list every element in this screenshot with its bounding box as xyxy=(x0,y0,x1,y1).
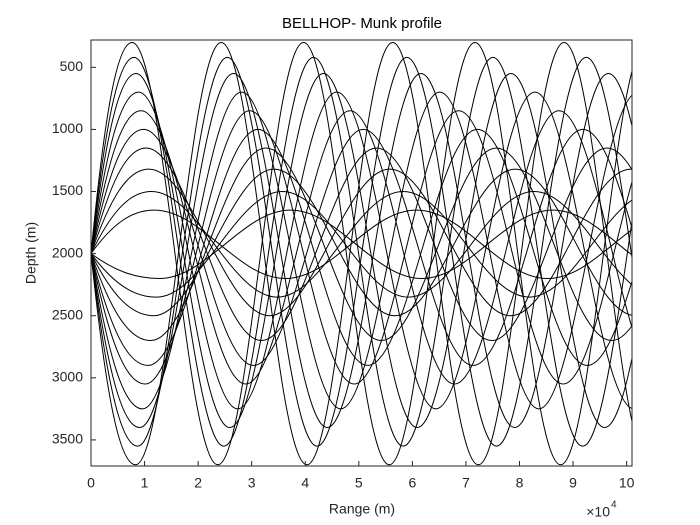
x-tick-label: 7 xyxy=(462,475,470,491)
x-tick-label: 3 xyxy=(248,475,256,491)
ray xyxy=(91,91,632,410)
ray xyxy=(91,110,632,385)
ray xyxy=(91,209,632,279)
ray xyxy=(91,41,632,466)
y-tick-label: 2500 xyxy=(52,306,83,322)
ray xyxy=(91,56,632,447)
ray xyxy=(91,168,632,317)
x-scale-exponent: 4 xyxy=(611,500,617,511)
x-axis-label: Range (m) xyxy=(329,501,395,517)
y-tick-label: 1500 xyxy=(52,182,83,198)
ray xyxy=(91,147,632,342)
y-tick-label: 3500 xyxy=(52,431,83,447)
chart-title: BELLHOP- Munk profile xyxy=(282,15,442,32)
ray-group xyxy=(91,41,632,466)
x-tick-label: 8 xyxy=(516,475,524,491)
ray xyxy=(91,110,632,385)
ray xyxy=(91,73,632,428)
y-tick-label: 1000 xyxy=(52,120,83,136)
ray xyxy=(91,147,632,342)
ray xyxy=(91,209,632,279)
x-scale-base: ×10 xyxy=(586,504,610,520)
x-tick-label: 10 xyxy=(619,475,635,491)
ray xyxy=(91,191,632,298)
ray xyxy=(91,168,632,317)
x-tick-label: 6 xyxy=(408,475,416,491)
y-tick-label: 3000 xyxy=(52,369,83,385)
x-tick-label: 4 xyxy=(301,475,309,491)
y-axis-label: Depth (m) xyxy=(23,222,39,284)
x-tick-label: 9 xyxy=(569,475,577,491)
ray xyxy=(91,191,632,298)
ray xyxy=(91,128,632,366)
y-tick-label: 2000 xyxy=(52,244,83,260)
ray xyxy=(91,128,632,366)
x-tick-label: 1 xyxy=(141,475,149,491)
y-tick-label: 500 xyxy=(60,58,84,74)
ray xyxy=(91,56,632,447)
ray xyxy=(91,91,632,410)
x-tick-label: 2 xyxy=(194,475,202,491)
x-tick-label: 5 xyxy=(355,475,363,491)
ray xyxy=(91,73,632,428)
x-tick-label: 0 xyxy=(87,475,95,491)
ray xyxy=(91,41,632,466)
plot-frame xyxy=(90,39,633,467)
